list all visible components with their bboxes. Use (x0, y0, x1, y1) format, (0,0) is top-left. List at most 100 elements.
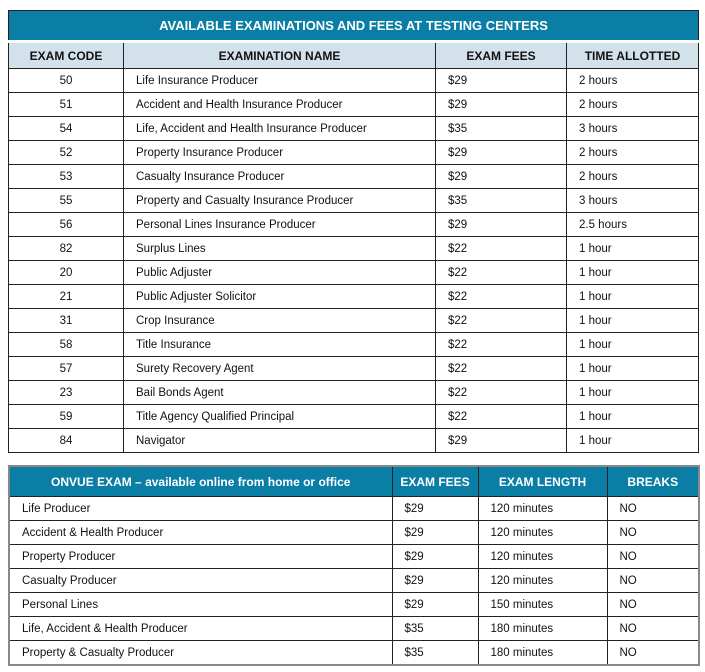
table-row: 59 Title Agency Qualified Principal $22 1 h… (8, 404, 699, 429)
table-cell: Navigator (123, 428, 436, 453)
table-row: Personal Lines $29 150 minutes NO (8, 592, 700, 617)
column-header: TIME ALLOTTED (566, 41, 699, 69)
table-cell: $22 (435, 236, 567, 261)
table-row: 51 Accident and Health Insurance Producer… (8, 92, 699, 117)
table-cell: 50 (8, 68, 124, 93)
table-cell: Property Producer (8, 544, 393, 569)
column-header: EXAM FEES (435, 41, 567, 69)
table-cell: NO (606, 544, 700, 569)
table-cell: NO (606, 496, 700, 521)
table-row: 57 Surety Recovery Agent $22 1 hour (8, 356, 699, 381)
table-cell: $29 (435, 428, 567, 453)
table-cell: 150 minutes (477, 592, 608, 617)
table-cell: 1 hour (566, 356, 699, 381)
table-cell: Title Insurance (123, 332, 436, 357)
table-cell: Title Agency Qualified Principal (123, 404, 436, 429)
table-cell: 1 hour (566, 380, 699, 405)
table-cell: Personal Lines Insurance Producer (123, 212, 436, 237)
table-cell: 55 (8, 188, 124, 213)
table-cell: $22 (435, 308, 567, 333)
table-cell: 84 (8, 428, 124, 453)
table-row: 23 Bail Bonds Agent $22 1 hour (8, 380, 699, 405)
table-cell: $22 (435, 404, 567, 429)
table-cell: Casualty Insurance Producer (123, 164, 436, 189)
table-cell: $22 (435, 284, 567, 309)
table-cell: 1 hour (566, 428, 699, 453)
table-cell: $35 (435, 188, 567, 213)
column-header: EXAM CODE (8, 41, 124, 69)
table-cell: $29 (435, 212, 567, 237)
table-row: 21 Public Adjuster Solicitor $22 1 hour (8, 284, 699, 309)
table-cell: $29 (435, 68, 567, 93)
table-row: Life, Accident & Health Producer $35 180 m… (8, 616, 700, 641)
table-cell: 1 hour (566, 236, 699, 261)
table-cell: 53 (8, 164, 124, 189)
table-cell: Accident and Health Insurance Producer (123, 92, 436, 117)
table-cell: 120 minutes (477, 568, 608, 593)
onvue-exams-table: ONVUE EXAM – available online from home … (8, 465, 700, 666)
table-cell: 180 minutes (477, 640, 608, 666)
table-cell: $29 (391, 568, 479, 593)
table-cell: $35 (435, 116, 567, 141)
table-cell: $29 (391, 496, 479, 521)
table-cell: 1 hour (566, 404, 699, 429)
column-header: EXAM LENGTH (477, 465, 608, 497)
table-cell: 56 (8, 212, 124, 237)
table-cell: 2 hours (566, 140, 699, 165)
table-cell: Accident & Health Producer (8, 520, 393, 545)
table-cell: 52 (8, 140, 124, 165)
table-cell: 23 (8, 380, 124, 405)
table-cell: 3 hours (566, 116, 699, 141)
table-cell: 2 hours (566, 92, 699, 117)
table-cell: 120 minutes (477, 544, 608, 569)
table-cell: 120 minutes (477, 496, 608, 521)
table-cell: 2 hours (566, 164, 699, 189)
table-cell: $29 (435, 164, 567, 189)
table-cell: 2 hours (566, 68, 699, 93)
table-cell: 51 (8, 92, 124, 117)
table-row: Life Producer $29 120 minutes NO (8, 496, 700, 521)
testing-center-exams-table: AVAILABLE EXAMINATIONS AND FEES AT TESTI… (8, 10, 699, 453)
table-cell: NO (606, 592, 700, 617)
table-cell: $22 (435, 380, 567, 405)
table-row: Property & Casualty Producer $35 180 minut… (8, 640, 700, 666)
table-cell: 1 hour (566, 284, 699, 309)
table-cell: $35 (391, 616, 479, 641)
table-row: 56 Personal Lines Insurance Producer $29 2.… (8, 212, 699, 237)
table-cell: 1 hour (566, 260, 699, 285)
table-cell: 21 (8, 284, 124, 309)
table-cell: NO (606, 520, 700, 545)
table-cell: Life, Accident and Health Insurance Prod… (123, 116, 436, 141)
table-cell: Public Adjuster Solicitor (123, 284, 436, 309)
table-cell: 57 (8, 356, 124, 381)
table-cell: 180 minutes (477, 616, 608, 641)
table-cell: 82 (8, 236, 124, 261)
table-row: 31 Crop Insurance $22 1 hour (8, 308, 699, 333)
column-header: ONVUE EXAM – available online from home … (8, 465, 393, 497)
table-cell: $29 (391, 592, 479, 617)
table-cell: 54 (8, 116, 124, 141)
table-cell: $29 (391, 544, 479, 569)
table-cell: 120 minutes (477, 520, 608, 545)
table-cell: 58 (8, 332, 124, 357)
table-cell: 1 hour (566, 308, 699, 333)
table-row: Accident & Health Producer $29 120 minutes… (8, 520, 700, 545)
table-cell: 20 (8, 260, 124, 285)
table-cell: Property & Casualty Producer (8, 640, 393, 666)
table-cell: Bail Bonds Agent (123, 380, 436, 405)
table-cell: NO (606, 568, 700, 593)
table-row: Casualty Producer $29 120 minutes NO (8, 568, 700, 593)
table-row: 50 Life Insurance Producer $29 2 hours (8, 68, 699, 93)
table-row: 84 Navigator $29 1 hour (8, 428, 699, 453)
table-row: 58 Title Insurance $22 1 hour (8, 332, 699, 357)
table-cell: 2.5 hours (566, 212, 699, 237)
table-cell: Life Producer (8, 496, 393, 521)
table-cell: Property and Casualty Insurance Producer (123, 188, 436, 213)
table-row: Property Producer $29 120 minutes NO (8, 544, 700, 569)
table-cell: $29 (435, 140, 567, 165)
table-cell: $29 (435, 92, 567, 117)
table-cell: NO (606, 616, 700, 641)
table-cell: Life, Accident & Health Producer (8, 616, 393, 641)
table-cell: Surplus Lines (123, 236, 436, 261)
table-cell: $22 (435, 356, 567, 381)
